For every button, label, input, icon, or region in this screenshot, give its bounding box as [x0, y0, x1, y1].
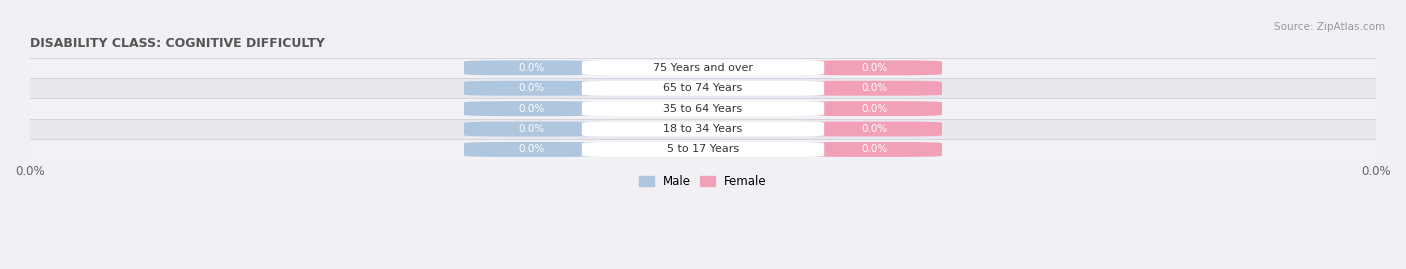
Text: 0.0%: 0.0%: [862, 124, 887, 134]
FancyBboxPatch shape: [582, 60, 824, 75]
FancyBboxPatch shape: [464, 122, 599, 136]
FancyBboxPatch shape: [582, 122, 824, 136]
FancyBboxPatch shape: [807, 142, 942, 157]
Text: 0.0%: 0.0%: [519, 124, 544, 134]
Text: 0.0%: 0.0%: [862, 144, 887, 154]
Text: 0.0%: 0.0%: [862, 104, 887, 114]
Text: 0.0%: 0.0%: [519, 83, 544, 93]
Text: 0.0%: 0.0%: [862, 63, 887, 73]
FancyBboxPatch shape: [464, 142, 599, 157]
FancyBboxPatch shape: [582, 101, 824, 116]
Text: DISABILITY CLASS: COGNITIVE DIFFICULTY: DISABILITY CLASS: COGNITIVE DIFFICULTY: [30, 37, 325, 49]
Text: 5 to 17 Years: 5 to 17 Years: [666, 144, 740, 154]
Text: 0.0%: 0.0%: [519, 63, 544, 73]
FancyBboxPatch shape: [17, 78, 1389, 99]
Text: 0.0%: 0.0%: [519, 104, 544, 114]
Text: 65 to 74 Years: 65 to 74 Years: [664, 83, 742, 93]
FancyBboxPatch shape: [17, 139, 1389, 160]
Text: 0.0%: 0.0%: [862, 83, 887, 93]
FancyBboxPatch shape: [464, 101, 599, 116]
Text: Source: ZipAtlas.com: Source: ZipAtlas.com: [1274, 22, 1385, 31]
FancyBboxPatch shape: [582, 142, 824, 157]
FancyBboxPatch shape: [464, 60, 599, 75]
FancyBboxPatch shape: [17, 57, 1389, 79]
FancyBboxPatch shape: [17, 118, 1389, 140]
Text: 75 Years and over: 75 Years and over: [652, 63, 754, 73]
FancyBboxPatch shape: [17, 98, 1389, 119]
FancyBboxPatch shape: [807, 101, 942, 116]
FancyBboxPatch shape: [807, 81, 942, 96]
Text: 0.0%: 0.0%: [519, 144, 544, 154]
Text: 35 to 64 Years: 35 to 64 Years: [664, 104, 742, 114]
FancyBboxPatch shape: [807, 60, 942, 75]
Legend: Male, Female: Male, Female: [634, 170, 772, 193]
FancyBboxPatch shape: [807, 122, 942, 136]
FancyBboxPatch shape: [464, 81, 599, 96]
Text: 18 to 34 Years: 18 to 34 Years: [664, 124, 742, 134]
FancyBboxPatch shape: [582, 81, 824, 96]
